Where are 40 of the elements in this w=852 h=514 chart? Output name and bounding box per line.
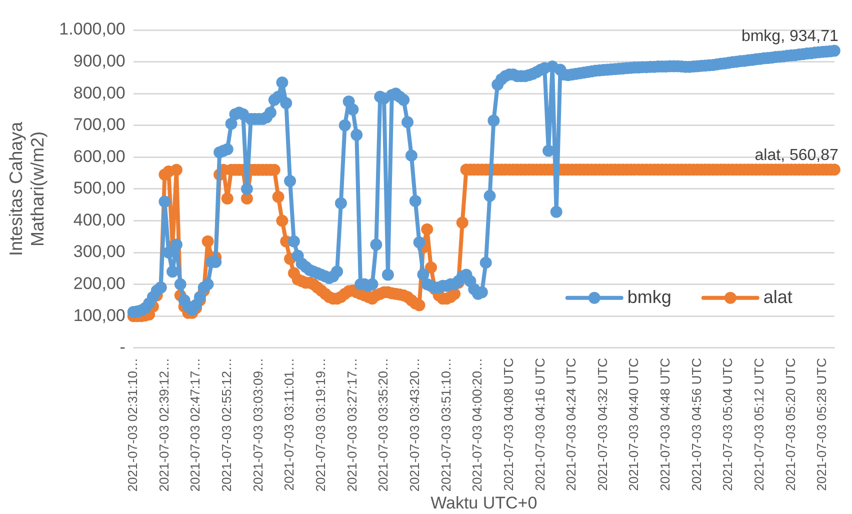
x-tick-label: 2021-07-03 04:00:20… [470,358,485,492]
x-tick-label: 2021-07-03 04:24 UTC [564,358,579,491]
x-tick-label: 2021-07-03 04:56 UTC [688,358,704,491]
x-tick-label: 2021-07-03 04:32 UTC [594,358,610,491]
data-label: alat, 560,87 [754,147,838,164]
x-tick-label: 2021-07-03 02:31:10… [124,358,140,492]
legend-label: bmkg [627,286,672,307]
y-tick-label: 400,00 [73,210,126,230]
y-axis-title: Intesitas Cahaya Mathari(w/m2) [6,120,48,256]
y-tick-label: 800,00 [73,83,126,102]
x-tick-label: 2021-07-03 03:35:20… [376,358,391,492]
y-tick-label: 200,00 [73,274,126,293]
x-tick-label: 2021-07-03 03:27:17… [344,358,360,492]
x-tick-label: 2021-07-03 04:48 UTC [658,358,673,491]
y-tick-label: 100,00 [73,306,126,325]
legend-label: alat [763,286,792,307]
x-tick-label: 2021-07-03 04:08 UTC [500,358,516,491]
y-tick-label: 1.000,00 [59,20,126,39]
x-tick-label: 2021-07-03 02:39:12… [156,358,172,492]
y-tick-label: 300,00 [73,242,126,262]
y-tick-label: 700,00 [73,115,126,134]
x-tick-label: 2021-07-03 05:20 UTC [782,358,798,491]
x-tick-label: 2021-07-03 03:51:10… [438,358,454,492]
x-tick-label: 2021-07-03 05:12 UTC [752,358,767,491]
x-tick-label: 2021-07-03 04:40 UTC [626,358,642,491]
x-tick-label: 2021-07-03 05:28 UTC [814,358,830,491]
x-tick-label: 2021-07-03 02:47:17… [188,358,203,492]
x-tick-label: 2021-07-03 03:43:20… [406,358,422,492]
x-tick-label: 2021-07-03 05:04 UTC [720,358,736,491]
x-tick-label: 2021-07-03 03:03:09… [250,358,266,492]
y-tick-label: - [120,338,126,357]
y-tick-label: 900,00 [73,51,126,70]
y-tick-label: 500,00 [73,178,126,198]
data-label: bmkg, 934,71 [741,28,838,46]
x-axis-title: Waktu UTC+0 [430,493,538,512]
x-tick-label: 2021-07-03 02:55:12… [218,358,234,492]
x-tick-label: 2021-07-03 03:11:01… [282,358,297,491]
x-tick-label: 2021-07-03 04:16 UTC [532,358,548,491]
x-tick-label: 2021-07-03 03:19:19… [312,358,328,492]
y-tick-label: 600,00 [73,146,126,166]
